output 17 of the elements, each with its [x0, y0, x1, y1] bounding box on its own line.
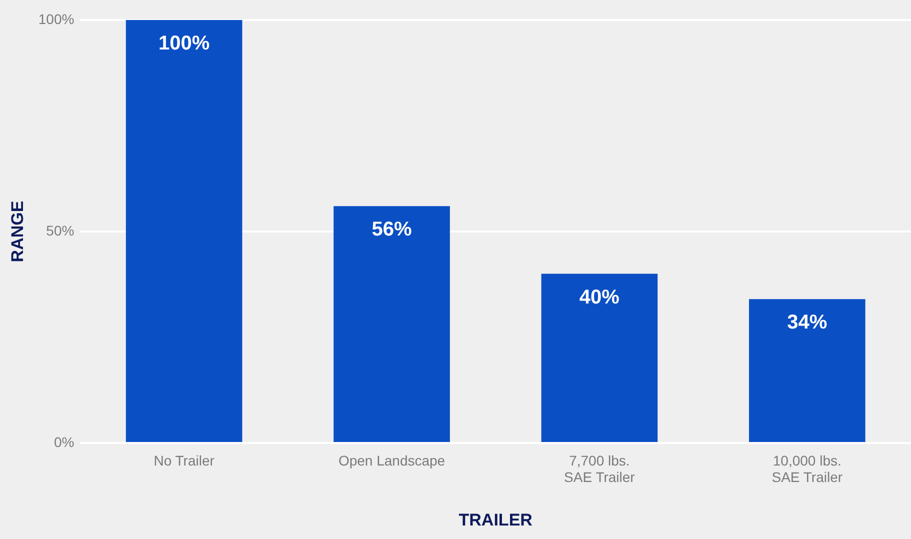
bar [748, 299, 866, 442]
y-tick-label: 0% [54, 434, 74, 450]
x-tick-label: No Trailer [154, 452, 215, 468]
y-axis-title: RANGE [8, 200, 27, 262]
bar [334, 206, 450, 442]
data-label: 100% [158, 32, 210, 55]
x-tick-label: 10,000 lbs. SAE Trailer [772, 452, 843, 486]
data-label: 40% [579, 286, 620, 308]
y-tick-label: 100% [38, 10, 74, 27]
x-axis-title: TRAILER [458, 510, 532, 530]
x-tick-label: Open Landscape [338, 452, 446, 468]
x-tick-label: 7,700 lbs. SAE Trailer [564, 452, 636, 486]
data-label: 56% [372, 218, 412, 241]
bar [541, 274, 658, 442]
bar [126, 20, 242, 442]
y-tick-label: 50% [46, 222, 74, 238]
data-label: 34% [787, 312, 828, 334]
